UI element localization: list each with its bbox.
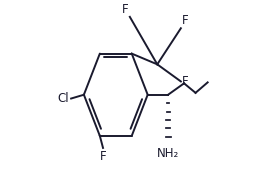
Text: F: F bbox=[122, 3, 129, 16]
Text: F: F bbox=[100, 150, 106, 163]
Text: F: F bbox=[182, 14, 188, 27]
Text: Cl: Cl bbox=[58, 92, 69, 105]
Text: NH₂: NH₂ bbox=[157, 147, 179, 160]
Text: F: F bbox=[182, 75, 188, 88]
